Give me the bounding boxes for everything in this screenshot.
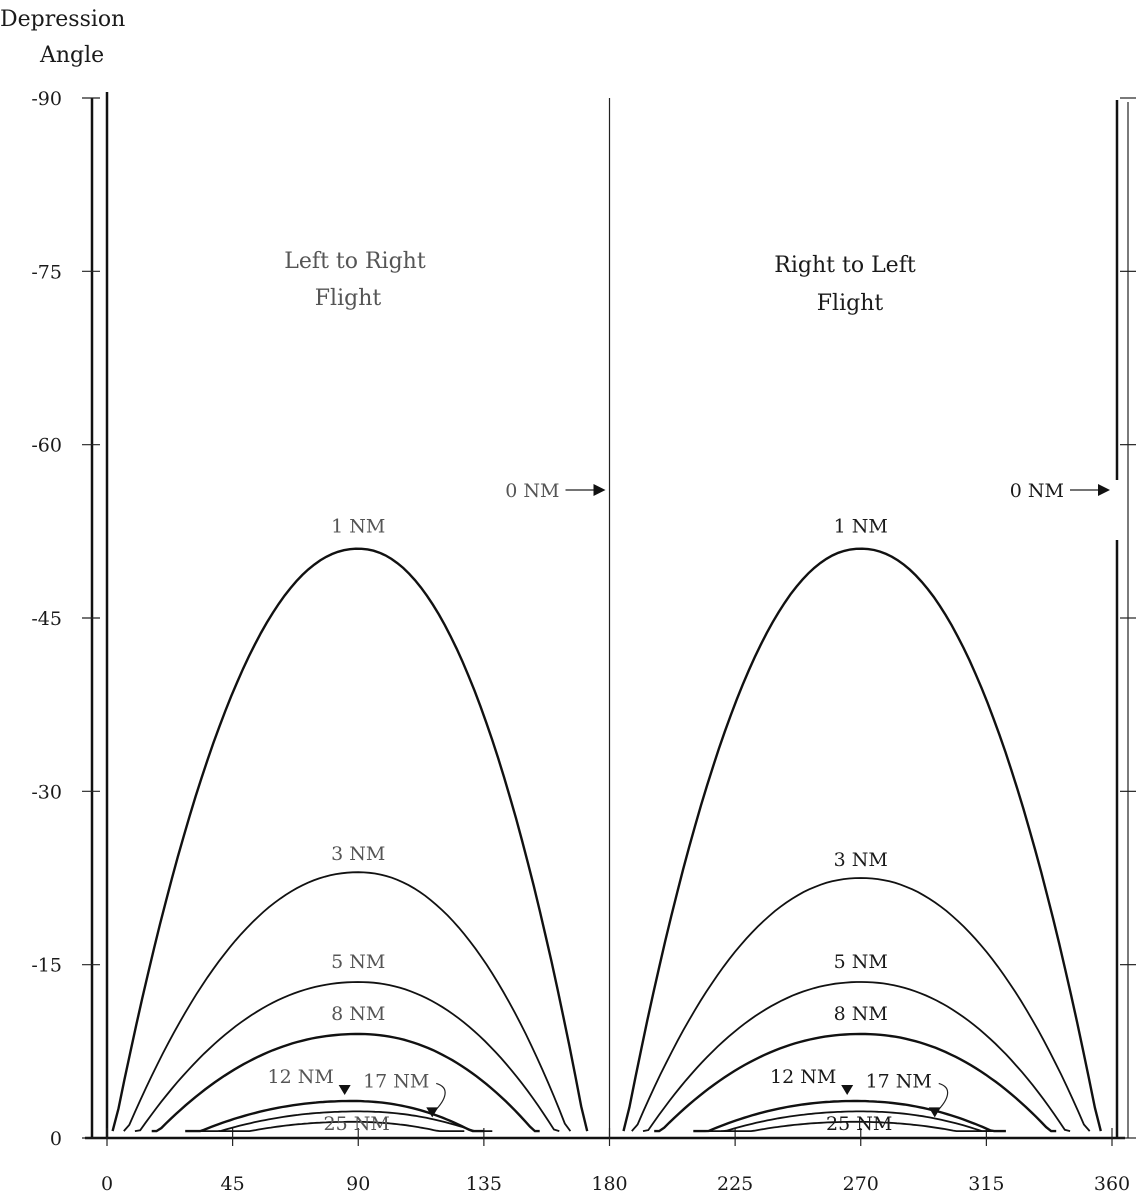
right-curve-1-nm [622, 547, 1102, 1132]
left-label-8-nm: 8 NM [331, 1003, 385, 1025]
x-tick-label: 270 [843, 1173, 879, 1195]
right-17nm-pointer-line [936, 1082, 949, 1112]
right-label-25-nm: 25 NM [826, 1113, 892, 1135]
x-tick-label: 360 [1094, 1173, 1130, 1195]
x-tick-label: 225 [717, 1173, 753, 1195]
left-panel-title-line-2: Flight [315, 286, 382, 311]
left-curve-25-nm [218, 1120, 465, 1132]
y-tick-label: -60 [31, 435, 62, 457]
right-panel-title-line-1: Right to Left [774, 253, 916, 278]
left-panel-title-line-1: Left to Right [284, 249, 426, 274]
left-curve-17-nm [199, 1110, 493, 1132]
left-label-5-nm: 5 NM [331, 951, 385, 973]
right-label-1-nm: 1 NM [834, 516, 888, 538]
left-curve-3-nm [123, 871, 572, 1132]
right-curve-17-nm [704, 1110, 1001, 1132]
y-tick-label: -75 [31, 261, 62, 283]
x-tick-label: 0 [101, 1173, 113, 1195]
right-zero-nm-arrow-head [1098, 484, 1110, 496]
left-label-25-nm: 25 NM [324, 1113, 390, 1135]
right-curve-8-nm [654, 1032, 1057, 1133]
y-tick-label: -90 [31, 88, 62, 110]
right-17nm-pointer-head [928, 1107, 941, 1118]
left-label-1-nm: 1 NM [331, 516, 385, 538]
left-zero-nm-label: 0 NM [505, 480, 559, 502]
right-label-3-nm: 3 NM [834, 849, 888, 871]
left-curve-1-nm [111, 547, 589, 1132]
y-axis-title-line-2: Angle [39, 43, 104, 68]
left-12nm-pointer [338, 1085, 351, 1096]
right-label-17-nm: 17 NM [866, 1070, 932, 1092]
y-tick-label: 0 [50, 1128, 62, 1150]
y-axis-title-line-1: Depression [0, 7, 125, 32]
x-tick-label: 90 [346, 1173, 370, 1195]
left-label-17-nm: 17 NM [363, 1070, 429, 1092]
right-curve-5-nm [642, 981, 1071, 1132]
right-label-12-nm: 12 NM [770, 1066, 836, 1088]
right-label-8-nm: 8 NM [834, 1003, 888, 1025]
y-tick-label: -45 [31, 608, 62, 630]
x-tick-label: 315 [968, 1173, 1004, 1195]
left-17nm-pointer-head [426, 1107, 439, 1118]
left-curve-5-nm [134, 981, 560, 1132]
right-curve-25-nm [721, 1120, 987, 1132]
x-tick-label: 45 [221, 1173, 245, 1195]
right-curve-12-nm [693, 1099, 1006, 1133]
left-17nm-pointer-line [433, 1082, 446, 1112]
left-zero-nm-arrow-head [593, 484, 606, 496]
left-label-12-nm: 12 NM [268, 1066, 334, 1088]
y-tick-label: -30 [31, 781, 62, 803]
y-tick-label: -15 [31, 955, 62, 977]
left-curve-12-nm [185, 1099, 484, 1133]
right-panel-title-line-2: Flight [817, 291, 884, 316]
left-curve-8-nm [151, 1032, 540, 1133]
right-label-5-nm: 5 NM [834, 951, 888, 973]
left-label-3-nm: 3 NM [331, 843, 385, 865]
right-zero-nm-label: 0 NM [1010, 480, 1064, 502]
x-tick-label: 135 [466, 1173, 502, 1195]
x-tick-label: 180 [591, 1173, 627, 1195]
right-curve-3-nm [631, 877, 1091, 1132]
right-12nm-pointer [841, 1085, 854, 1096]
